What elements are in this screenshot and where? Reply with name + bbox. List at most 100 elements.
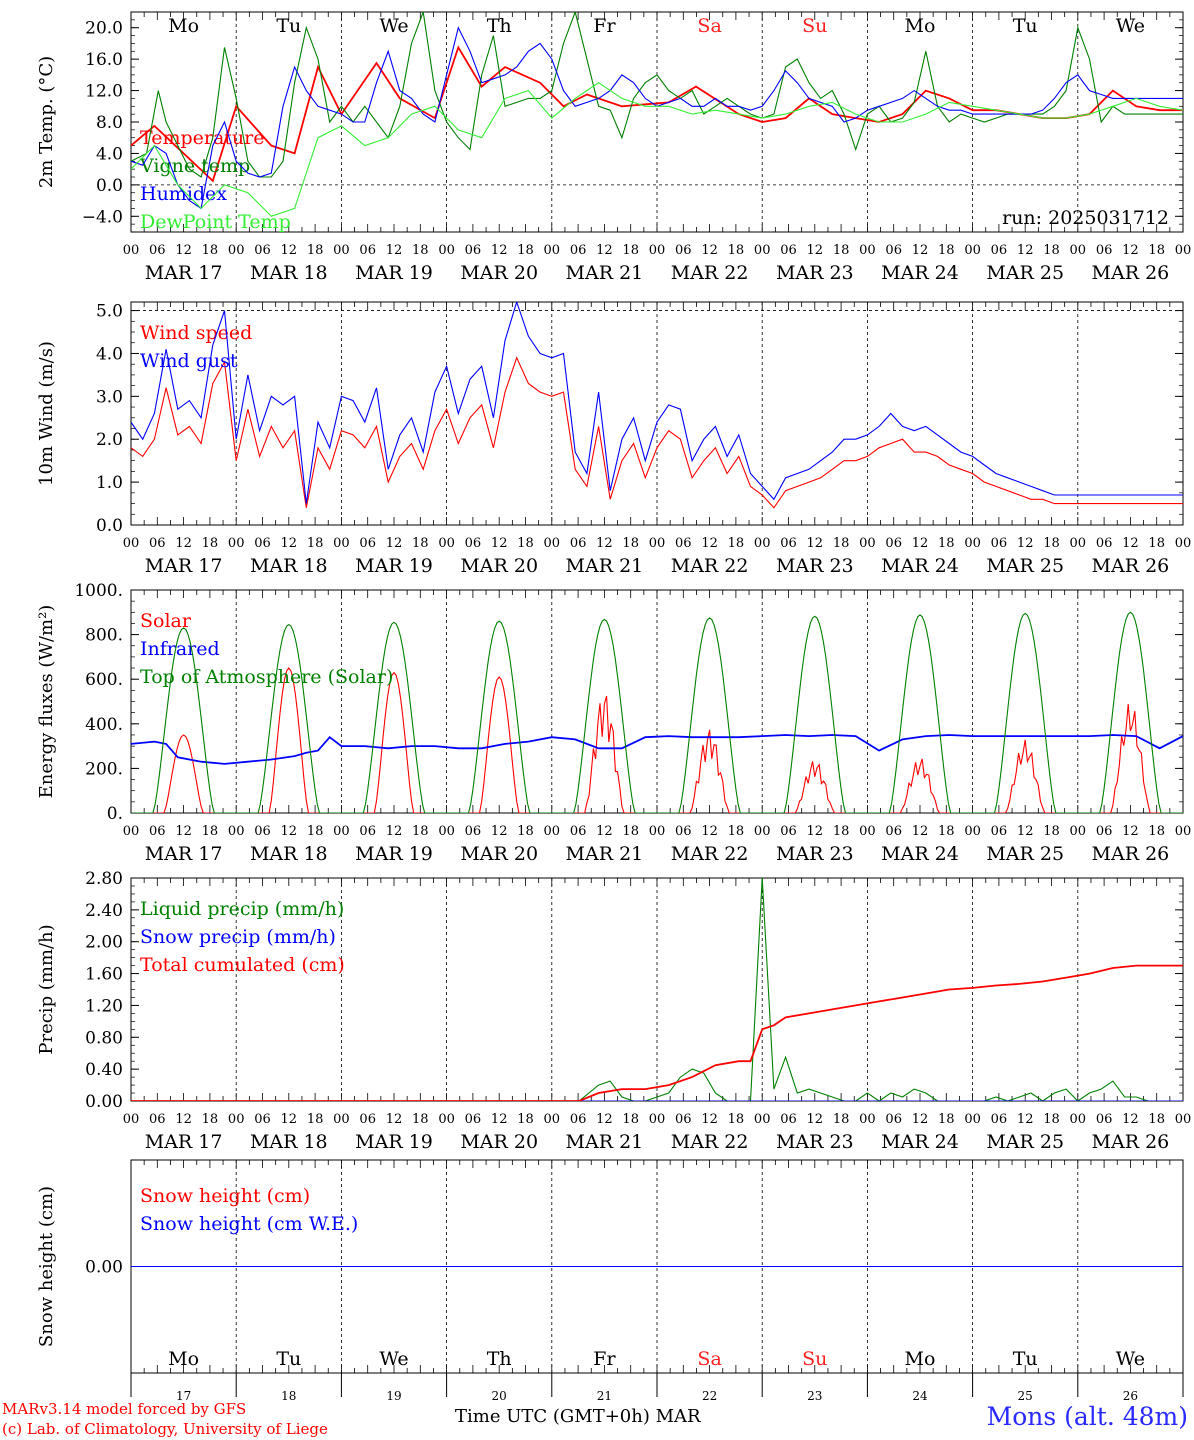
y-tick-label: 1000. bbox=[74, 581, 123, 601]
date-label: MAR 17 bbox=[145, 1131, 223, 1153]
hour-tick-label: 18 bbox=[1043, 536, 1060, 551]
hour-tick-label: 00 bbox=[1175, 1112, 1192, 1127]
hour-tick-label: 06 bbox=[780, 536, 797, 551]
hour-tick-label: 00 bbox=[228, 243, 245, 258]
hour-tick-label: 00 bbox=[649, 1112, 666, 1127]
hour-tick-label: 12 bbox=[1017, 824, 1034, 839]
hour-tick-label: 12 bbox=[912, 1112, 929, 1127]
hour-tick-label: 00 bbox=[333, 243, 350, 258]
hour-tick-label: 12 bbox=[701, 243, 718, 258]
date-label: MAR 26 bbox=[1092, 1131, 1170, 1153]
legend-entry: Snow height (cm) bbox=[140, 1185, 310, 1207]
hour-tick-label: 18 bbox=[202, 536, 219, 551]
hour-tick-label: 00 bbox=[1070, 824, 1087, 839]
day-number: 20 bbox=[492, 1389, 507, 1403]
hour-tick-label: 12 bbox=[386, 243, 403, 258]
date-label: MAR 26 bbox=[1092, 555, 1170, 577]
hour-tick-label: 12 bbox=[175, 824, 192, 839]
hour-tick-label: 06 bbox=[675, 536, 692, 551]
hour-tick-label: 06 bbox=[1096, 1112, 1113, 1127]
hour-tick-label: 12 bbox=[386, 824, 403, 839]
series-line bbox=[131, 734, 1183, 765]
hour-tick-label: 00 bbox=[228, 824, 245, 839]
hour-tick-label: 06 bbox=[991, 243, 1008, 258]
panel-4: 2.80 2.40 2.00 1.60 1.20 0.80 0.40 0.00 Precip (… bbox=[36, 869, 1191, 1153]
hour-tick-label: 18 bbox=[728, 536, 745, 551]
date-label: MAR 19 bbox=[355, 262, 433, 284]
hour-tick-label: 18 bbox=[1148, 824, 1165, 839]
hour-tick-label: 00 bbox=[228, 536, 245, 551]
date-label: MAR 23 bbox=[776, 262, 854, 284]
weekday-label: Th bbox=[487, 1348, 512, 1370]
day-number: 26 bbox=[1123, 1389, 1138, 1403]
hour-tick-label: 00 bbox=[754, 1112, 771, 1127]
date-label: MAR 23 bbox=[776, 555, 854, 577]
day-number: 24 bbox=[912, 1389, 928, 1403]
date-label: MAR 20 bbox=[460, 262, 538, 284]
y-tick-label: 0. bbox=[107, 804, 123, 824]
hour-tick-label: 00 bbox=[544, 536, 561, 551]
weekday-label: We bbox=[379, 1348, 408, 1370]
legend-entry: DewPoint Temp bbox=[140, 211, 291, 233]
date-label: MAR 26 bbox=[1092, 262, 1170, 284]
date-label: MAR 18 bbox=[250, 262, 328, 284]
date-label: MAR 17 bbox=[145, 262, 223, 284]
hour-tick-label: 18 bbox=[622, 536, 639, 551]
x-axis-title: Time UTC (GMT+0h) MAR bbox=[455, 1406, 701, 1427]
y-tick-label: 20.0 bbox=[85, 19, 123, 39]
hour-tick-label: 00 bbox=[333, 824, 350, 839]
hour-tick-label: 06 bbox=[149, 243, 166, 258]
hour-tick-label: 18 bbox=[1148, 536, 1165, 551]
weekday-label: Tu bbox=[276, 15, 301, 37]
hour-tick-label: 18 bbox=[1043, 824, 1060, 839]
hour-tick-label: 18 bbox=[833, 824, 850, 839]
y-tick-label: 4.0 bbox=[96, 344, 123, 364]
hour-tick-label: 12 bbox=[912, 824, 929, 839]
hour-tick-label: 12 bbox=[807, 1112, 824, 1127]
y-tick-label: 800. bbox=[85, 626, 123, 646]
hour-tick-label: 12 bbox=[281, 824, 298, 839]
legend-entry: Humidex bbox=[140, 183, 227, 205]
date-label: MAR 18 bbox=[250, 555, 328, 577]
hour-tick-label: 18 bbox=[517, 243, 534, 258]
hour-tick-label: 12 bbox=[807, 243, 824, 258]
series-line bbox=[131, 302, 1183, 504]
weekday-label: Tu bbox=[276, 1348, 301, 1370]
hour-tick-label: 00 bbox=[333, 536, 350, 551]
model-credit: MARv3.14 model forced by GFS bbox=[2, 1400, 247, 1418]
hour-tick-label: 12 bbox=[701, 824, 718, 839]
y-tick-label: 16.0 bbox=[85, 50, 123, 70]
legend-entry: Vigne temp bbox=[139, 155, 250, 177]
y-tick-label: 5.0 bbox=[96, 302, 123, 322]
hour-tick-label: 18 bbox=[412, 536, 429, 551]
hour-tick-label: 12 bbox=[1017, 536, 1034, 551]
weekday-label: We bbox=[379, 15, 408, 37]
panel-5: 0.00 Snow height (cm) Snow height (cm) Snow… bbox=[36, 1159, 1184, 1403]
hour-tick-label: 06 bbox=[254, 536, 271, 551]
y-tick-label: 4.0 bbox=[96, 144, 123, 164]
hour-tick-label: 18 bbox=[622, 824, 639, 839]
hour-tick-label: 12 bbox=[1017, 243, 1034, 258]
series-line bbox=[131, 82, 1183, 217]
legend-entry: Wind speed bbox=[140, 322, 252, 344]
y-tick-label: 2.00 bbox=[85, 933, 123, 953]
y-tick-label: 0.0 bbox=[96, 176, 123, 196]
y-axis-label: Energy fluxes (W/m²) bbox=[36, 605, 57, 799]
hour-tick-label: 00 bbox=[964, 243, 981, 258]
hour-tick-label: 06 bbox=[885, 536, 902, 551]
hour-tick-label: 06 bbox=[149, 1112, 166, 1127]
y-tick-label: 8.0 bbox=[96, 113, 123, 133]
hour-tick-label: 06 bbox=[149, 824, 166, 839]
hour-tick-label: 12 bbox=[596, 536, 613, 551]
weekday-label: Tu bbox=[1013, 15, 1038, 37]
hour-tick-label: 00 bbox=[649, 243, 666, 258]
day-number: 25 bbox=[1018, 1389, 1033, 1403]
hour-tick-label: 12 bbox=[1122, 243, 1139, 258]
y-tick-label: 12.0 bbox=[85, 82, 123, 102]
hour-tick-label: 18 bbox=[622, 243, 639, 258]
hour-tick-label: 06 bbox=[1096, 824, 1113, 839]
date-label: MAR 17 bbox=[145, 555, 223, 577]
hour-tick-label: 00 bbox=[438, 1112, 455, 1127]
hour-tick-label: 06 bbox=[675, 1112, 692, 1127]
hour-tick-label: 18 bbox=[938, 243, 955, 258]
